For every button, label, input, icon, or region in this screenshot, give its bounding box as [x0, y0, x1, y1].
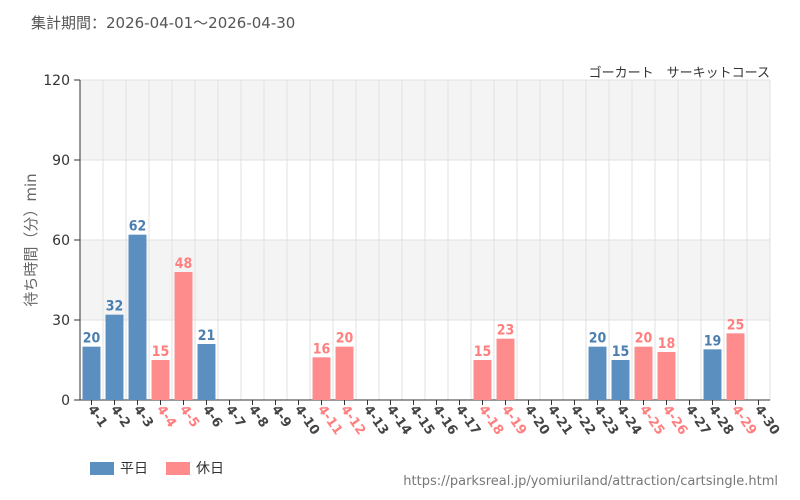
bar-4-5 [174, 272, 193, 400]
data-label-4-4: 15 [152, 344, 170, 360]
x-tick-label-4-30: 4-30 [751, 403, 782, 438]
y-tick-label: 120 [43, 73, 70, 89]
y-tick-label: 30 [52, 313, 70, 329]
y-tick-label: 90 [52, 153, 70, 169]
bar-4-6 [197, 344, 216, 400]
data-label-4-6: 21 [198, 328, 216, 344]
data-label-4-24: 15 [612, 344, 630, 360]
bar-4-24 [611, 360, 630, 400]
legend: 平日 休日 [90, 458, 224, 478]
x-tick-label-4-5: 4-5 [176, 403, 202, 431]
x-tick-label-4-4: 4-4 [153, 403, 179, 431]
source-url[interactable]: https://parksreal.jp/yomiuriland/attract… [403, 474, 778, 489]
data-label-4-25: 20 [635, 331, 653, 347]
data-label-4-1: 20 [83, 331, 101, 347]
data-label-4-26: 18 [658, 336, 676, 352]
legend-item-holiday: 休日 [166, 458, 224, 478]
bar-4-28 [703, 349, 722, 400]
data-label-4-29: 25 [727, 317, 745, 333]
attraction-name: ゴーカート サーキットコース [588, 66, 770, 81]
data-label-4-18: 15 [474, 344, 492, 360]
bar-4-23 [588, 346, 607, 400]
x-tick-label-4-7: 4-7 [222, 403, 248, 431]
y-axis-label: 待ち時間（分）min [22, 173, 40, 306]
x-tick-label-4-2: 4-2 [107, 403, 133, 431]
data-label-4-28: 19 [704, 333, 722, 349]
bar-4-4 [151, 360, 170, 400]
data-label-4-19: 23 [497, 323, 515, 339]
y-tick-label: 0 [61, 393, 70, 409]
bar-4-1 [82, 346, 101, 400]
data-label-4-11: 16 [313, 341, 331, 357]
x-tick-label-4-3: 4-3 [130, 403, 156, 431]
bar-4-11 [312, 357, 331, 400]
holiday-swatch [166, 461, 190, 475]
collection-period: 集計期間：2026-04-01～2026-04-30 [31, 14, 296, 32]
legend-label-holiday: 休日 [196, 461, 224, 477]
data-label-4-2: 32 [106, 299, 124, 315]
bar-4-3 [128, 234, 147, 400]
data-label-4-3: 62 [129, 219, 147, 235]
x-tick-label-4-8: 4-8 [245, 403, 271, 431]
x-tick-label-4-6: 4-6 [199, 403, 225, 431]
x-tick-label-4-9: 4-9 [268, 403, 294, 431]
y-tick-label: 60 [52, 233, 70, 249]
data-label-4-12: 20 [336, 331, 354, 347]
bar-4-2 [105, 314, 124, 400]
data-label-4-23: 20 [589, 331, 607, 347]
legend-label-weekday: 平日 [120, 461, 148, 477]
data-label-4-5: 48 [175, 256, 193, 272]
bar-4-26 [657, 352, 676, 400]
x-tick-label-4-1: 4-1 [84, 403, 110, 431]
bar-4-19 [496, 338, 515, 400]
bar-4-18 [473, 360, 492, 400]
weekday-swatch [90, 461, 114, 475]
legend-item-weekday: 平日 [90, 458, 148, 478]
bar-4-29 [726, 333, 745, 400]
bar-4-25 [634, 346, 653, 400]
bar-4-12 [335, 346, 354, 400]
